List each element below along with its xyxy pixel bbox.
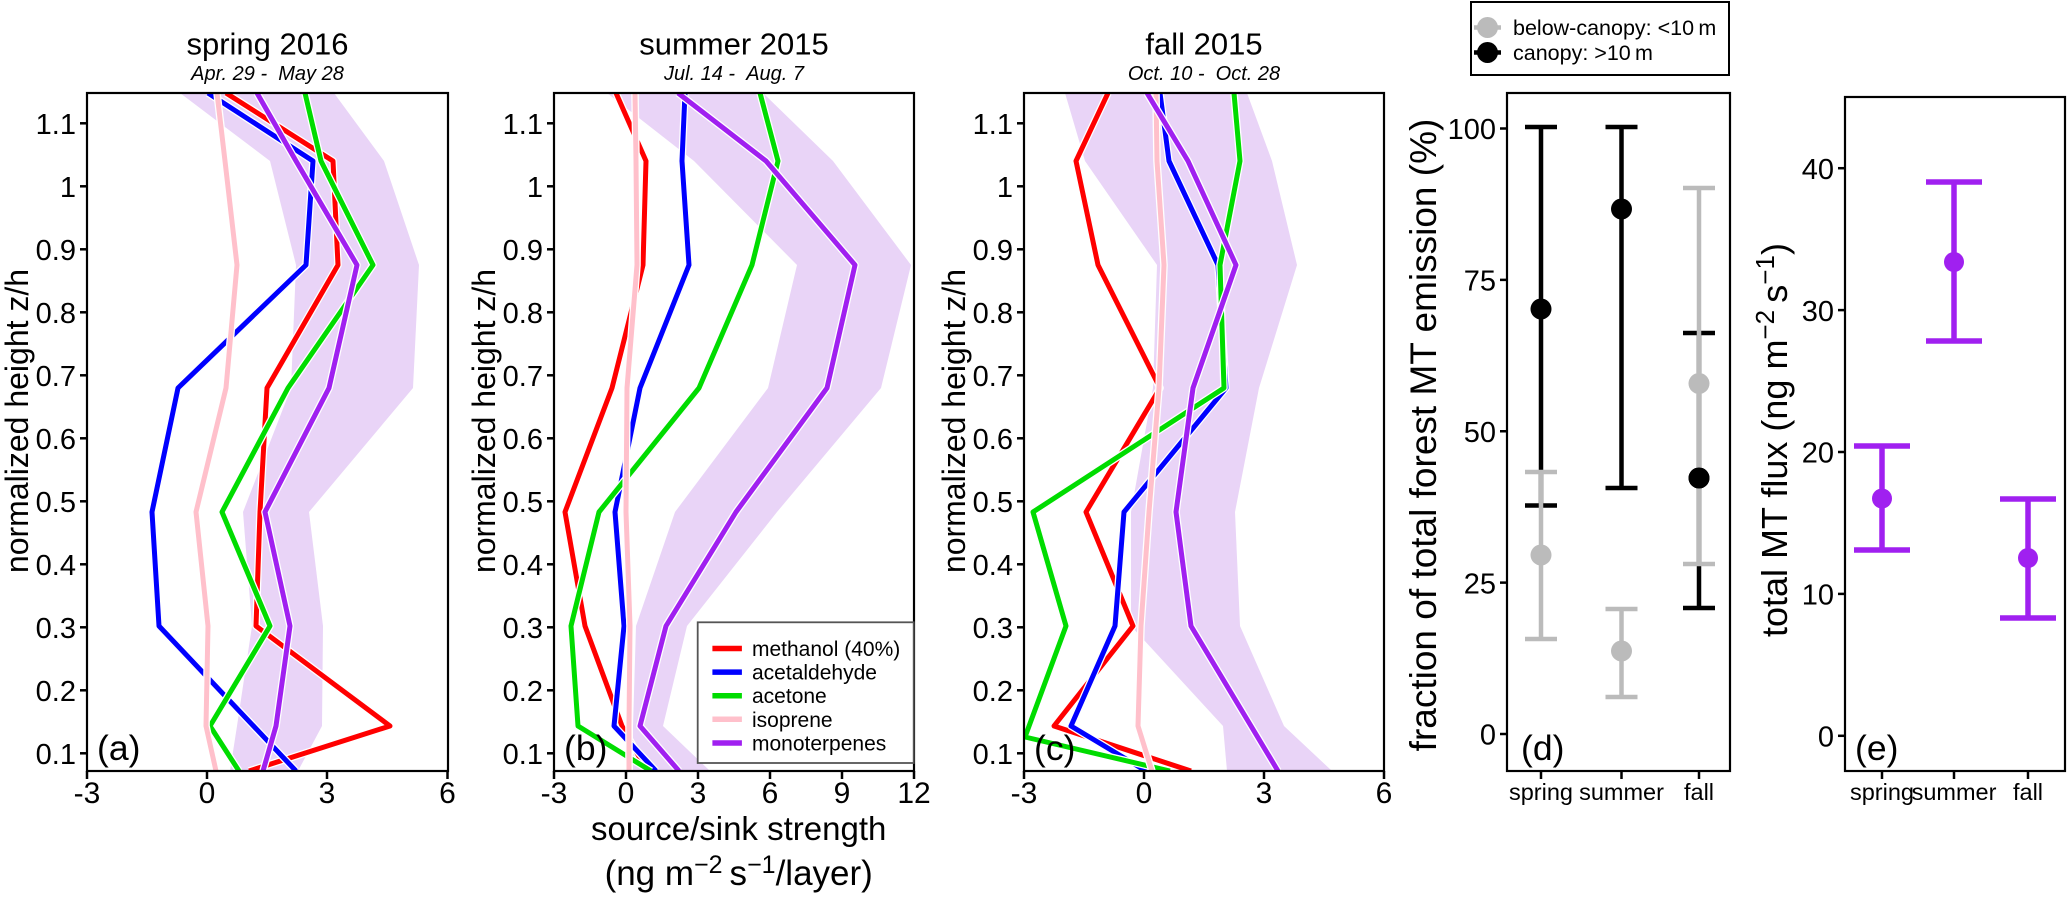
svg-text:(c): (c) xyxy=(1034,728,1075,768)
svg-text:0.3: 0.3 xyxy=(36,613,76,645)
svg-text:(a): (a) xyxy=(97,728,140,768)
svg-text:0.3: 0.3 xyxy=(973,613,1013,645)
svg-text:12: 12 xyxy=(897,777,930,810)
svg-text:1: 1 xyxy=(60,172,76,204)
svg-text:1.1: 1.1 xyxy=(36,109,76,141)
svg-text:50: 50 xyxy=(1464,417,1496,449)
svg-text:(e): (e) xyxy=(1855,728,1898,768)
svg-text:-3: -3 xyxy=(541,777,568,810)
svg-text:spring: spring xyxy=(1850,779,1914,805)
svg-text:6: 6 xyxy=(1376,777,1393,810)
svg-text:isoprene: isoprene xyxy=(752,709,833,732)
svg-text:0.8: 0.8 xyxy=(503,298,543,330)
svg-text:0: 0 xyxy=(618,777,635,810)
svg-text:0: 0 xyxy=(199,777,216,810)
svg-text:acetone: acetone xyxy=(752,685,827,708)
svg-text:0.9: 0.9 xyxy=(36,235,76,267)
svg-text:0.9: 0.9 xyxy=(503,235,543,267)
svg-text:0: 0 xyxy=(1480,720,1496,752)
svg-text:source/sink strength: source/sink strength xyxy=(591,810,886,847)
svg-text:normalized height z/h: normalized height z/h xyxy=(936,269,972,573)
svg-text:30: 30 xyxy=(1802,296,1834,328)
svg-text:100: 100 xyxy=(1448,114,1496,146)
svg-text:10: 10 xyxy=(1802,580,1834,612)
svg-text:Apr. 29 - May 28: Apr. 29 - May 28 xyxy=(190,63,344,85)
svg-text:0.7: 0.7 xyxy=(973,361,1013,393)
svg-text:9: 9 xyxy=(834,777,851,810)
svg-text:0.7: 0.7 xyxy=(503,361,543,393)
svg-text:-3: -3 xyxy=(74,777,101,810)
svg-text:Oct. 10 - Oct. 28: Oct. 10 - Oct. 28 xyxy=(1128,63,1280,85)
svg-text:fall: fall xyxy=(1684,779,1714,805)
svg-text:0.9: 0.9 xyxy=(973,235,1013,267)
svg-text:(b): (b) xyxy=(564,728,607,768)
svg-text:0.4: 0.4 xyxy=(973,550,1013,582)
svg-text:1.1: 1.1 xyxy=(503,109,543,141)
svg-text:6: 6 xyxy=(439,777,456,810)
svg-text:fall 2015: fall 2015 xyxy=(1145,27,1262,62)
svg-text:0.6: 0.6 xyxy=(503,424,543,456)
svg-text:1.1: 1.1 xyxy=(973,109,1013,141)
svg-text:0.8: 0.8 xyxy=(973,298,1013,330)
svg-text:0: 0 xyxy=(1818,722,1834,754)
svg-text:acetaldehyde: acetaldehyde xyxy=(752,662,877,685)
svg-text:total MT flux (ng m−2 s−1): total MT flux (ng m−2 s−1) xyxy=(1750,243,1795,637)
svg-text:0.8: 0.8 xyxy=(36,298,76,330)
svg-text:0.3: 0.3 xyxy=(503,613,543,645)
svg-text:summer 2015: summer 2015 xyxy=(639,27,829,62)
svg-text:40: 40 xyxy=(1802,154,1834,186)
svg-text:fraction of total forest MT em: fraction of total forest MT emission (%) xyxy=(1403,119,1444,752)
svg-text:3: 3 xyxy=(319,777,336,810)
svg-text:0.1: 0.1 xyxy=(973,739,1013,771)
svg-text:monoterpenes: monoterpenes xyxy=(752,733,886,756)
svg-text:below-canopy: <10 m: below-canopy: <10 m xyxy=(1513,16,1716,40)
svg-text:0.4: 0.4 xyxy=(36,550,76,582)
svg-text:0.2: 0.2 xyxy=(973,676,1013,708)
svg-text:0.2: 0.2 xyxy=(503,676,543,708)
svg-text:0.1: 0.1 xyxy=(36,739,76,771)
svg-text:0.5: 0.5 xyxy=(503,487,543,519)
svg-text:20: 20 xyxy=(1802,438,1834,470)
svg-text:0.2: 0.2 xyxy=(36,676,76,708)
svg-text:spring: spring xyxy=(1509,779,1573,805)
svg-text:-3: -3 xyxy=(1011,777,1038,810)
svg-text:0.5: 0.5 xyxy=(36,487,76,519)
svg-text:0.5: 0.5 xyxy=(973,487,1013,519)
svg-text:0.6: 0.6 xyxy=(36,424,76,456)
svg-text:3: 3 xyxy=(690,777,707,810)
svg-text:0: 0 xyxy=(1136,777,1153,810)
svg-text:Jul. 14 - Aug. 7: Jul. 14 - Aug. 7 xyxy=(663,63,805,85)
svg-text:normalized height z/h: normalized height z/h xyxy=(466,269,502,573)
svg-text:0.1: 0.1 xyxy=(503,739,543,771)
svg-text:methanol (40%): methanol (40%) xyxy=(752,638,900,661)
svg-text:0.6: 0.6 xyxy=(973,424,1013,456)
svg-text:fall: fall xyxy=(2013,779,2043,805)
svg-text:normalized height z/h: normalized height z/h xyxy=(0,269,35,573)
svg-text:6: 6 xyxy=(762,777,779,810)
svg-text:75: 75 xyxy=(1464,266,1496,298)
svg-text:summer: summer xyxy=(1912,779,1997,805)
svg-text:summer: summer xyxy=(1579,779,1664,805)
svg-text:(ng m−2 s−1/layer): (ng m−2 s−1/layer) xyxy=(605,851,873,893)
svg-text:1: 1 xyxy=(527,172,543,204)
svg-text:spring 2016: spring 2016 xyxy=(186,27,348,62)
svg-text:0.7: 0.7 xyxy=(36,361,76,393)
svg-text:25: 25 xyxy=(1464,568,1496,600)
svg-text:0.4: 0.4 xyxy=(503,550,543,582)
svg-text:canopy: >10 m: canopy: >10 m xyxy=(1513,41,1653,65)
svg-text:(d): (d) xyxy=(1521,728,1564,768)
svg-text:1: 1 xyxy=(997,172,1013,204)
svg-text:3: 3 xyxy=(1256,777,1273,810)
